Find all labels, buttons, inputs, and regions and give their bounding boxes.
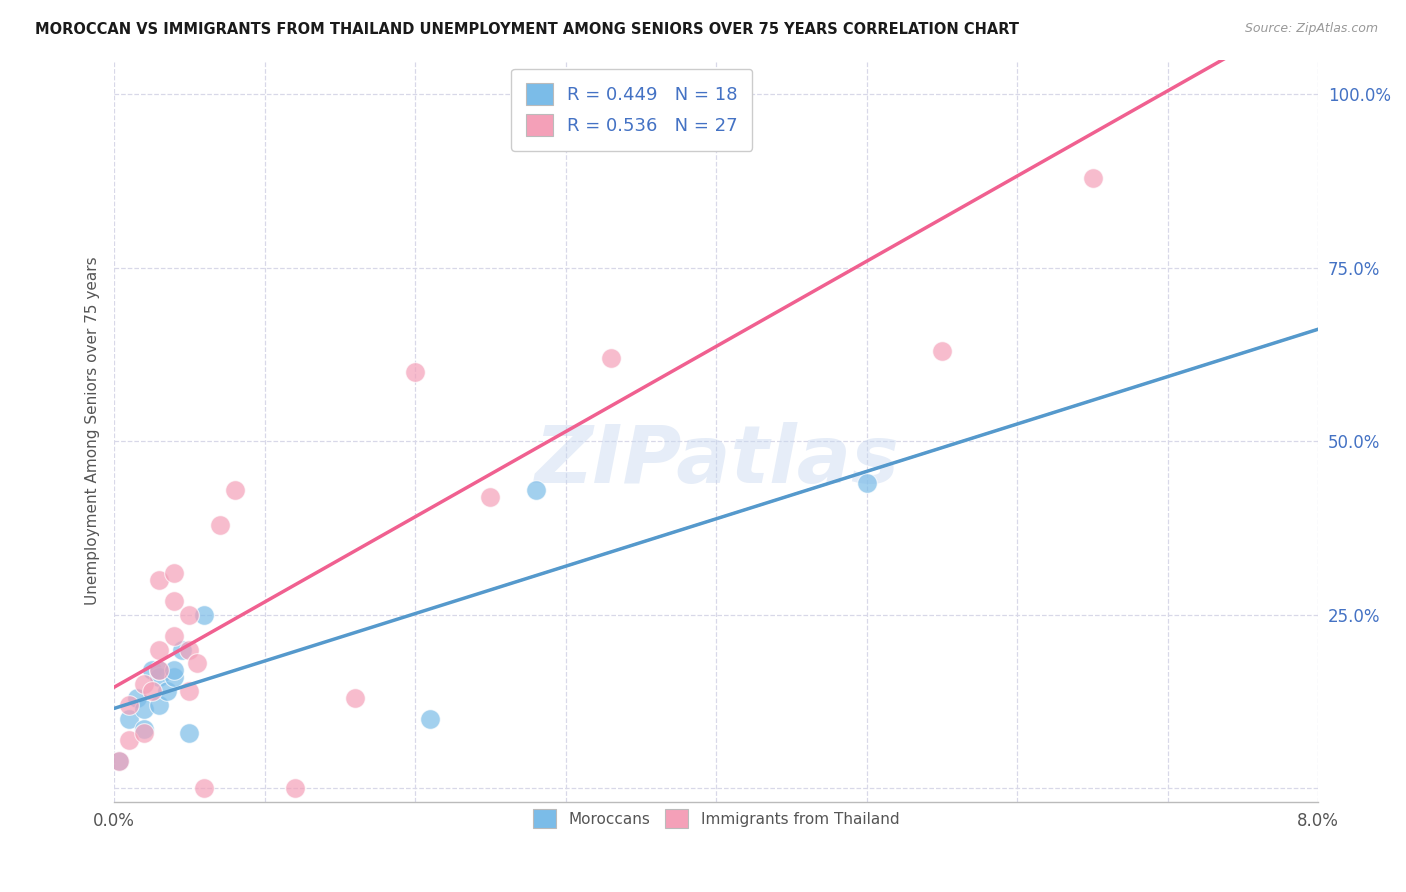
Point [343,691,366,706]
Point [148,664,170,678]
Y-axis label: Unemployment Among Seniors over 75 years: Unemployment Among Seniors over 75 years [86,257,100,606]
Point [419,712,441,726]
Point [134,677,156,691]
Point [107,754,129,768]
Text: ZIPatlas: ZIPatlas [534,422,898,500]
Point [125,691,148,706]
Point [599,351,621,365]
Point [163,629,186,643]
Point [141,684,163,698]
Point [524,87,547,102]
Point [118,698,141,712]
Text: MOROCCAN VS IMMIGRANTS FROM THAILAND UNEMPLOYMENT AMONG SENIORS OVER 75 YEARS CO: MOROCCAN VS IMMIGRANTS FROM THAILAND UNE… [35,22,1019,37]
Point [148,698,170,712]
Text: Source: ZipAtlas.com: Source: ZipAtlas.com [1244,22,1378,36]
Point [107,754,129,768]
Point [931,344,953,359]
Point [148,642,170,657]
Point [148,573,170,587]
Point [134,723,156,737]
Point [118,732,141,747]
Point [163,670,186,684]
Point [163,566,186,581]
Point [193,781,215,796]
Point [148,670,170,684]
Point [479,490,502,504]
Point [134,726,156,740]
Point [224,483,246,497]
Point [156,684,179,698]
Point [1081,170,1104,185]
Point [118,712,141,726]
Point [134,701,156,715]
Point [163,594,186,608]
Point [404,365,426,379]
Point [524,483,547,497]
Point [170,642,193,657]
Point [141,664,163,678]
Point [179,684,201,698]
Point [179,726,201,740]
Point [186,657,208,671]
Point [855,475,877,490]
Point [163,664,186,678]
Point [208,517,231,532]
Point [179,642,201,657]
Legend: Moroccans, Immigrants from Thailand: Moroccans, Immigrants from Thailand [526,802,907,836]
Point [193,607,215,622]
Point [179,607,201,622]
Point [284,781,307,796]
Point [148,664,170,678]
